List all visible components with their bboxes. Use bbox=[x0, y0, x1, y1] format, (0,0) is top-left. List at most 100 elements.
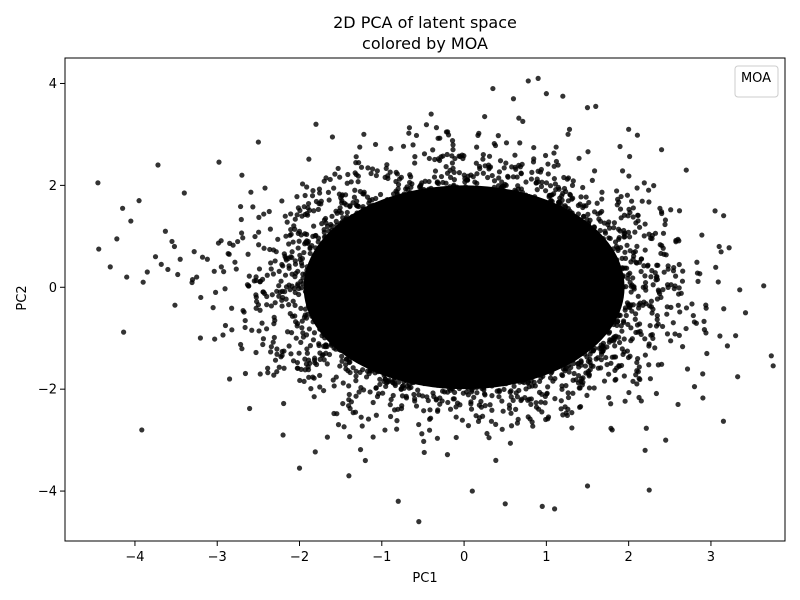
scatter-point bbox=[301, 249, 307, 256]
scatter-point bbox=[229, 327, 235, 333]
scatter-point bbox=[563, 383, 569, 389]
scatter-point bbox=[304, 267, 310, 273]
scatter-point bbox=[569, 410, 575, 416]
scatter-point bbox=[653, 390, 660, 397]
scatter-point bbox=[629, 198, 635, 204]
scatter-point bbox=[443, 164, 449, 170]
scatter-point bbox=[276, 283, 282, 289]
scatter-point bbox=[346, 391, 352, 398]
scatter-point bbox=[485, 174, 491, 181]
scatter-point bbox=[580, 222, 586, 228]
scatter-point bbox=[139, 427, 145, 433]
scatter-point bbox=[643, 287, 649, 293]
scatter-point bbox=[586, 385, 593, 391]
scatter-point bbox=[551, 176, 557, 182]
scatter-point bbox=[662, 217, 669, 223]
scatter-point bbox=[444, 452, 451, 458]
scatter-point bbox=[450, 147, 456, 153]
scatter-point bbox=[553, 144, 559, 150]
scatter-point bbox=[281, 365, 287, 371]
scatter-point bbox=[388, 413, 394, 420]
scatter-point bbox=[353, 154, 359, 160]
scatter-point bbox=[496, 394, 502, 400]
scatter-point bbox=[546, 288, 553, 294]
scatter-point bbox=[614, 202, 620, 208]
scatter-point bbox=[300, 271, 306, 277]
scatter-point bbox=[612, 239, 619, 245]
scatter-point bbox=[347, 405, 353, 412]
scatter-point bbox=[616, 339, 623, 346]
scatter-point bbox=[357, 144, 363, 150]
scatter-point bbox=[344, 180, 350, 186]
scatter-point bbox=[290, 298, 296, 304]
scatter-point bbox=[327, 176, 333, 183]
scatter-point bbox=[628, 338, 634, 344]
scatter-point bbox=[281, 400, 287, 407]
scatter-point bbox=[601, 282, 608, 288]
scatter-point bbox=[412, 154, 418, 160]
scatter-point bbox=[633, 311, 639, 317]
scatter-point bbox=[369, 166, 376, 172]
scatter-point bbox=[321, 387, 327, 394]
scatter-point bbox=[489, 407, 495, 413]
scatter-point bbox=[600, 259, 606, 265]
scatter-point bbox=[617, 206, 624, 212]
scatter-point bbox=[468, 406, 475, 412]
scatter-point bbox=[457, 402, 463, 408]
scatter-point bbox=[670, 320, 676, 326]
scatter-point bbox=[553, 204, 559, 210]
scatter-point bbox=[360, 387, 367, 393]
scatter-point bbox=[545, 161, 551, 167]
scatter-point bbox=[289, 249, 295, 255]
scatter-point bbox=[265, 365, 271, 371]
scatter-point bbox=[602, 230, 609, 236]
scatter-point bbox=[121, 329, 127, 335]
scatter-point bbox=[456, 170, 462, 176]
scatter-point bbox=[474, 144, 480, 150]
scatter-point bbox=[382, 427, 388, 433]
scatter-point bbox=[256, 266, 263, 272]
scatter-point bbox=[525, 363, 531, 369]
scatter-point bbox=[575, 317, 581, 324]
scatter-point bbox=[368, 170, 374, 177]
scatter-point bbox=[268, 266, 274, 272]
scatter-point bbox=[654, 316, 660, 323]
scatter-point bbox=[695, 278, 701, 284]
scatter-point bbox=[310, 298, 317, 304]
scatter-point bbox=[499, 398, 505, 404]
scatter-point bbox=[197, 335, 203, 341]
scatter-point bbox=[438, 173, 445, 180]
scatter-point bbox=[489, 393, 495, 399]
scatter-point bbox=[600, 235, 606, 242]
scatter-point bbox=[232, 259, 238, 265]
scatter-point bbox=[606, 371, 612, 377]
scatter-point bbox=[641, 233, 647, 239]
scatter-point bbox=[439, 388, 446, 394]
scatter-point bbox=[495, 133, 501, 139]
scatter-point bbox=[630, 275, 636, 281]
scatter-point bbox=[264, 272, 270, 278]
scatter-point bbox=[422, 377, 429, 383]
scatter-point bbox=[598, 288, 604, 294]
scatter-point bbox=[245, 251, 251, 257]
scatter-point bbox=[250, 204, 256, 210]
scatter-point bbox=[489, 383, 495, 389]
scatter-point bbox=[713, 264, 719, 270]
scatter-point bbox=[365, 416, 372, 422]
scatter-point bbox=[523, 179, 529, 185]
scatter-point bbox=[263, 326, 270, 332]
scatter-point bbox=[632, 229, 638, 235]
scatter-point bbox=[542, 152, 549, 159]
scatter-point bbox=[513, 406, 519, 412]
scatter-point bbox=[636, 394, 642, 401]
scatter-point bbox=[715, 279, 721, 285]
scatter-point bbox=[471, 189, 477, 195]
scatter-point bbox=[227, 240, 233, 246]
scatter-point bbox=[671, 264, 677, 271]
scatter-point bbox=[421, 449, 427, 456]
scatter-point bbox=[292, 261, 299, 267]
scatter-point bbox=[617, 143, 623, 150]
scatter-point bbox=[292, 302, 298, 308]
scatter-point bbox=[699, 232, 705, 238]
scatter-point bbox=[447, 174, 454, 180]
